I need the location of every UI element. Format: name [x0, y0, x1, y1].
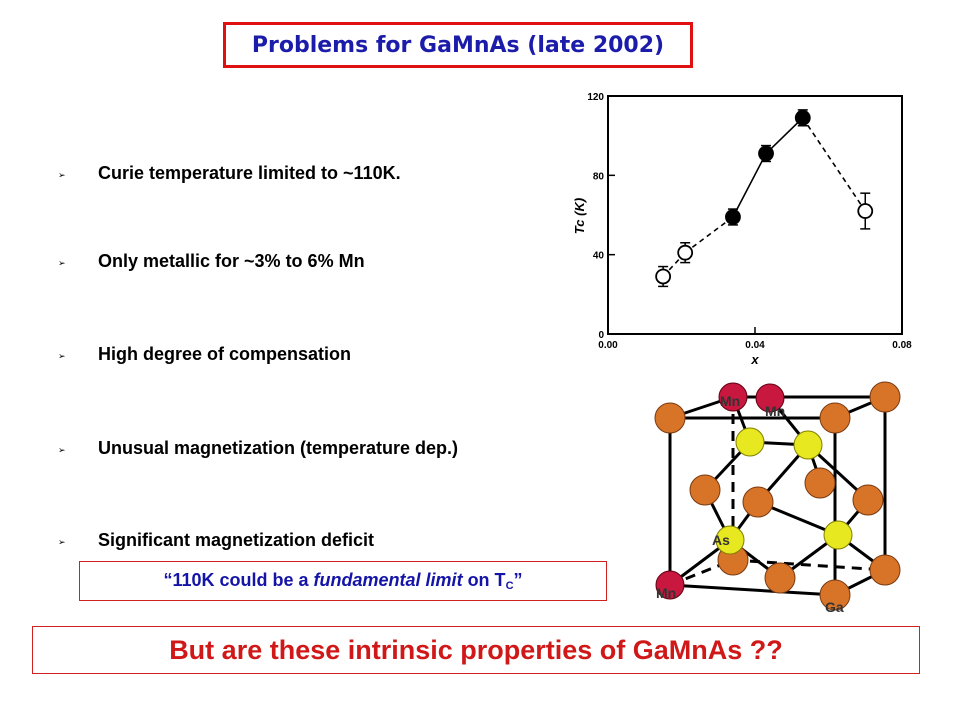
as-atom [715, 525, 745, 555]
conclusion-box: But are these intrinsic properties of Ga… [32, 626, 920, 674]
data-point-open [677, 244, 694, 261]
as-label: As [712, 532, 730, 548]
series-line-segment [684, 216, 734, 254]
series-line-segment [802, 117, 866, 212]
y-tick-label: 80 [593, 171, 605, 182]
mn-atom [655, 570, 685, 600]
chart-frame [607, 95, 903, 335]
mn-atom [755, 383, 785, 413]
x-tick-label: 0.00 [598, 340, 618, 351]
mn-label: Mn [656, 585, 676, 601]
x-axis-label: x [750, 352, 759, 367]
arrow-bullet-icon: ➢ [58, 536, 66, 547]
as-atom [735, 427, 765, 457]
y-tick-label: 0 [598, 330, 604, 341]
bullet-text: High degree of compensation [98, 344, 352, 364]
bullet-text: Curie temperature limited to ~110K. [98, 163, 401, 183]
bullet-text: Only metallic for ~3% to 6% Mn [98, 251, 365, 271]
ga-atom [852, 484, 884, 516]
as-atoms [715, 427, 853, 555]
bullet-text: Significant magnetization deficit [98, 530, 375, 550]
ga-atom [869, 381, 901, 413]
crystal-structure-diagram: Mn Mn Mn As Ga [654, 381, 901, 615]
arrow-bullet-icon: ➢ [58, 257, 66, 268]
conclusion-text: But are these intrinsic properties of Ga… [169, 634, 783, 665]
ga-atom [689, 474, 721, 506]
arrow-bullet-icon: ➢ [58, 350, 66, 361]
ga-atom [869, 554, 901, 586]
data-point-filled [758, 145, 774, 162]
x-tick-label: 0.04 [745, 340, 765, 351]
bullet-item: ➢ Significant magnetization deficit [58, 530, 374, 551]
as-atom [823, 520, 853, 550]
ga-atom [742, 486, 774, 518]
ga-atom [819, 402, 851, 434]
mn-label: Mn [720, 393, 740, 409]
bullet-item: ➢ Curie temperature limited to ~110K. [58, 163, 401, 184]
quote-text: “110K could be a fundamental limit on TC… [163, 570, 523, 592]
y-axis-label: Tc (K) [572, 198, 587, 234]
bullet-item: ➢ Only metallic for ~3% to 6% Mn [58, 251, 365, 272]
arrow-bullet-icon: ➢ [58, 169, 66, 180]
as-atom [793, 430, 823, 460]
y-tick-label: 40 [593, 251, 605, 262]
arrow-bullet-icon: ➢ [58, 444, 66, 455]
mn-atom [718, 382, 748, 412]
data-point-filled [794, 109, 811, 126]
quote-box: “110K could be a fundamental limit on TC… [79, 561, 607, 601]
ga-atom [654, 402, 686, 434]
series-line-segment [765, 117, 804, 155]
slide-title-box: Problems for GaMnAs (late 2002) [223, 22, 693, 68]
data-point-filled [725, 209, 741, 225]
bullet-item: ➢ High degree of compensation [58, 344, 351, 365]
mn-atoms [655, 382, 785, 600]
series-line-segment [732, 153, 767, 218]
tc-chart: 0 40 80 120 0.00 0.04 0.08 Tc (K) x [572, 92, 912, 367]
slide-title: Problems for GaMnAs (late 2002) [251, 32, 665, 58]
x-tick-label: 0.08 [892, 340, 912, 351]
ga-atom [764, 562, 796, 594]
ga-atoms [654, 381, 901, 611]
ga-label: Ga [825, 599, 844, 615]
y-tick-label: 120 [587, 92, 604, 103]
plot-area [607, 95, 903, 335]
ga-atom [819, 579, 851, 611]
bullet-item: ➢ Unusual magnetization (temperature dep… [58, 438, 458, 459]
mn-label: Mn [765, 403, 785, 419]
ga-atom [804, 467, 836, 499]
data-point-open [857, 203, 874, 219]
bullet-text: Unusual magnetization (temperature dep.) [98, 438, 459, 458]
data-point-open [655, 268, 672, 285]
